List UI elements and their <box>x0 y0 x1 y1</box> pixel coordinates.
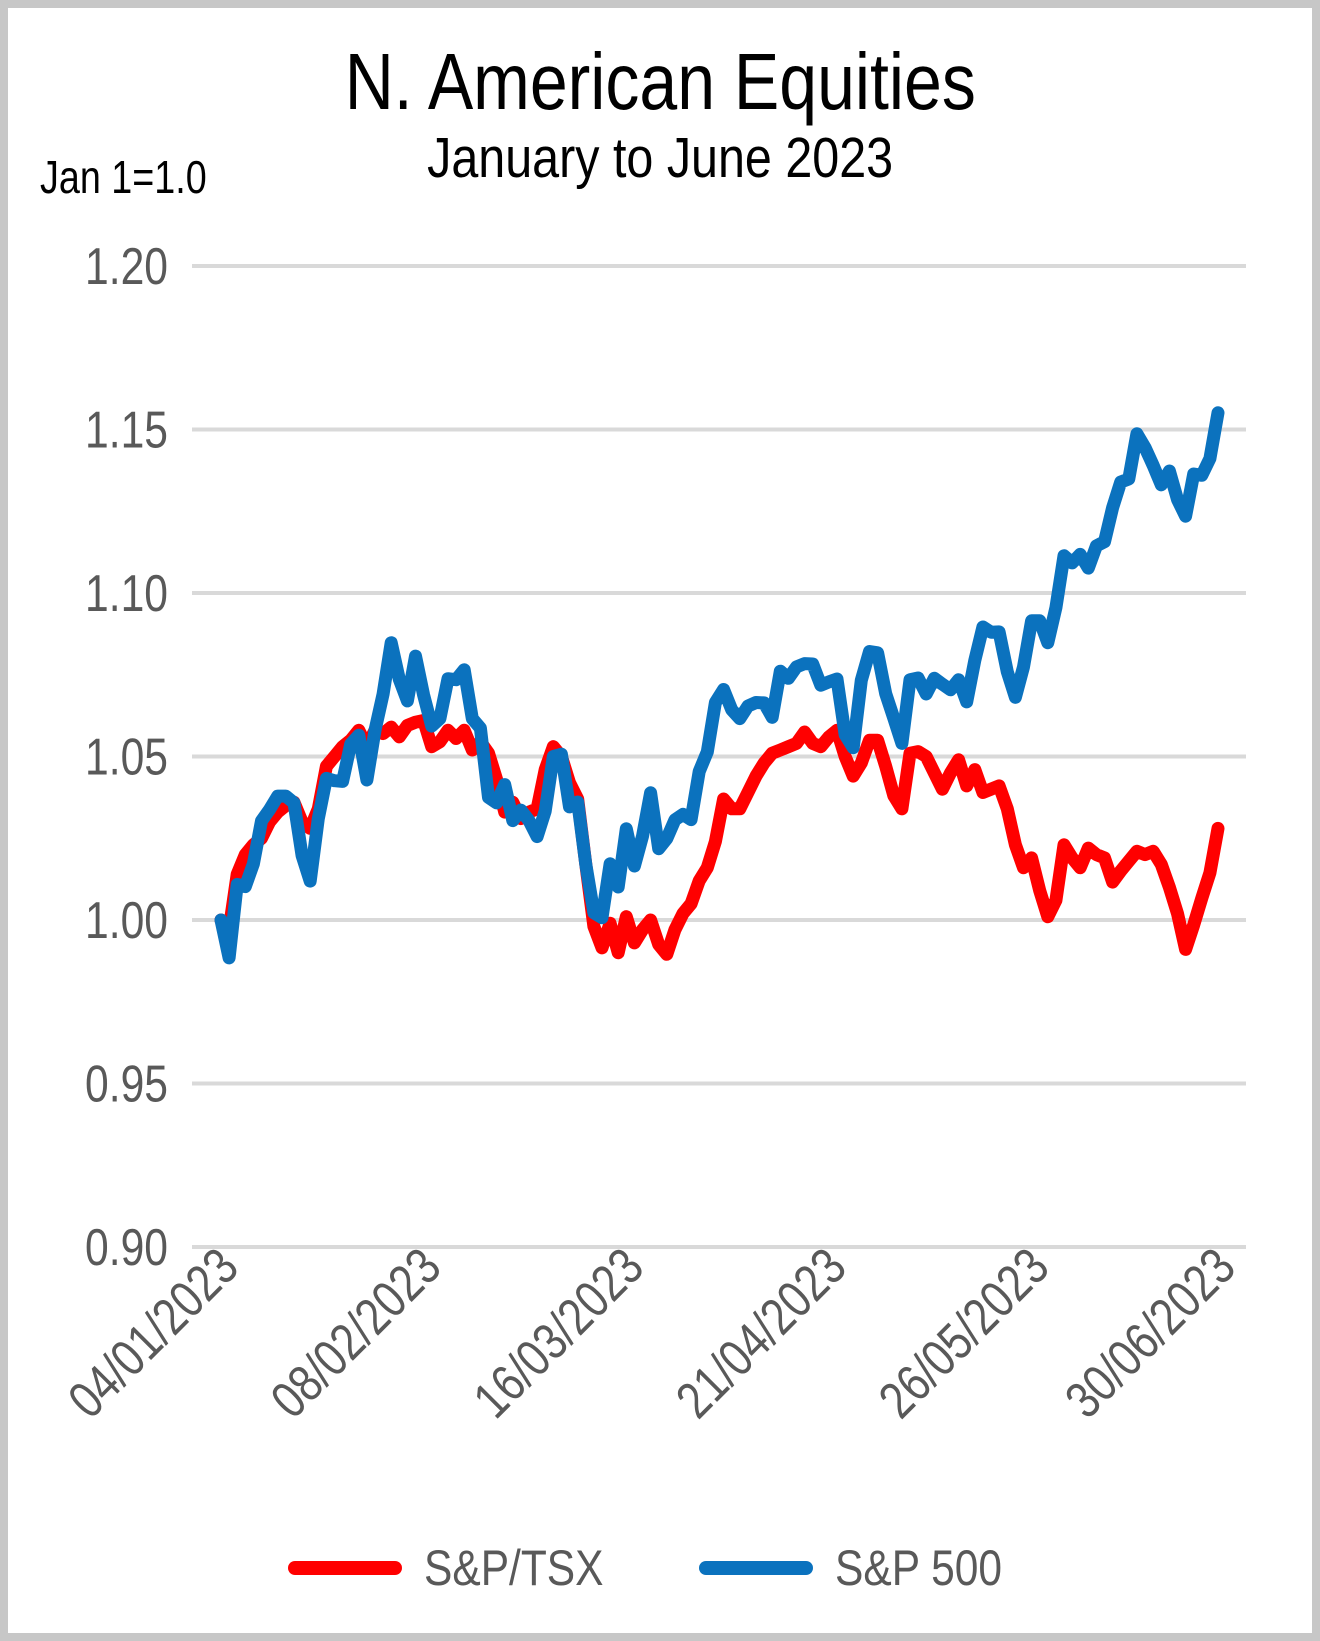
sp-tsx-legend-label: S&P/TSX <box>424 1540 604 1596</box>
chart-subtitle: January to June 2023 <box>0 130 1320 187</box>
legend: S&P/TSX S&P 500 <box>0 1538 1320 1598</box>
y-tick-label-1.20: 1.20 <box>85 238 168 296</box>
sp500-legend-label: S&P 500 <box>835 1540 1003 1596</box>
sp-tsx-line-swatch <box>288 1561 403 1575</box>
x-tick-label-21/04/2023: 21/04/2023 <box>666 1238 858 1430</box>
y-tick-label-1.10: 1.10 <box>85 565 168 623</box>
y-tick-label-1.15: 1.15 <box>85 402 168 460</box>
chart-subtitle-text: January to June 2023 <box>426 126 894 190</box>
x-tick-label-16/03/2023: 16/03/2023 <box>463 1238 655 1430</box>
x-tick-label-30/06/2023: 30/06/2023 <box>1055 1238 1247 1430</box>
chart-title-text: N. American Equities <box>344 37 976 126</box>
sp500-line-swatch <box>699 1561 814 1575</box>
y-tick-label-0.95: 0.95 <box>85 1056 168 1114</box>
legend-item-sp-tsx[interactable]: S&P/TSX <box>288 1543 635 1593</box>
legend-item-sp500[interactable]: S&P 500 <box>699 1543 1031 1593</box>
y-tick-label-1.05: 1.05 <box>85 729 168 787</box>
y-tick-label-1.00: 1.00 <box>85 892 168 950</box>
y-tick-label-0.90: 0.90 <box>85 1219 168 1277</box>
series-line-s-p-tsx[interactable] <box>214 714 1225 961</box>
axis-unit-note: Jan 1=1.0 <box>40 151 207 203</box>
series-line-s-p-500[interactable] <box>214 406 1225 965</box>
x-tick-label-26/05/2023: 26/05/2023 <box>868 1238 1060 1430</box>
chart-title: N. American Equities <box>0 40 1320 124</box>
x-tick-label-08/02/2023: 08/02/2023 <box>260 1238 452 1430</box>
